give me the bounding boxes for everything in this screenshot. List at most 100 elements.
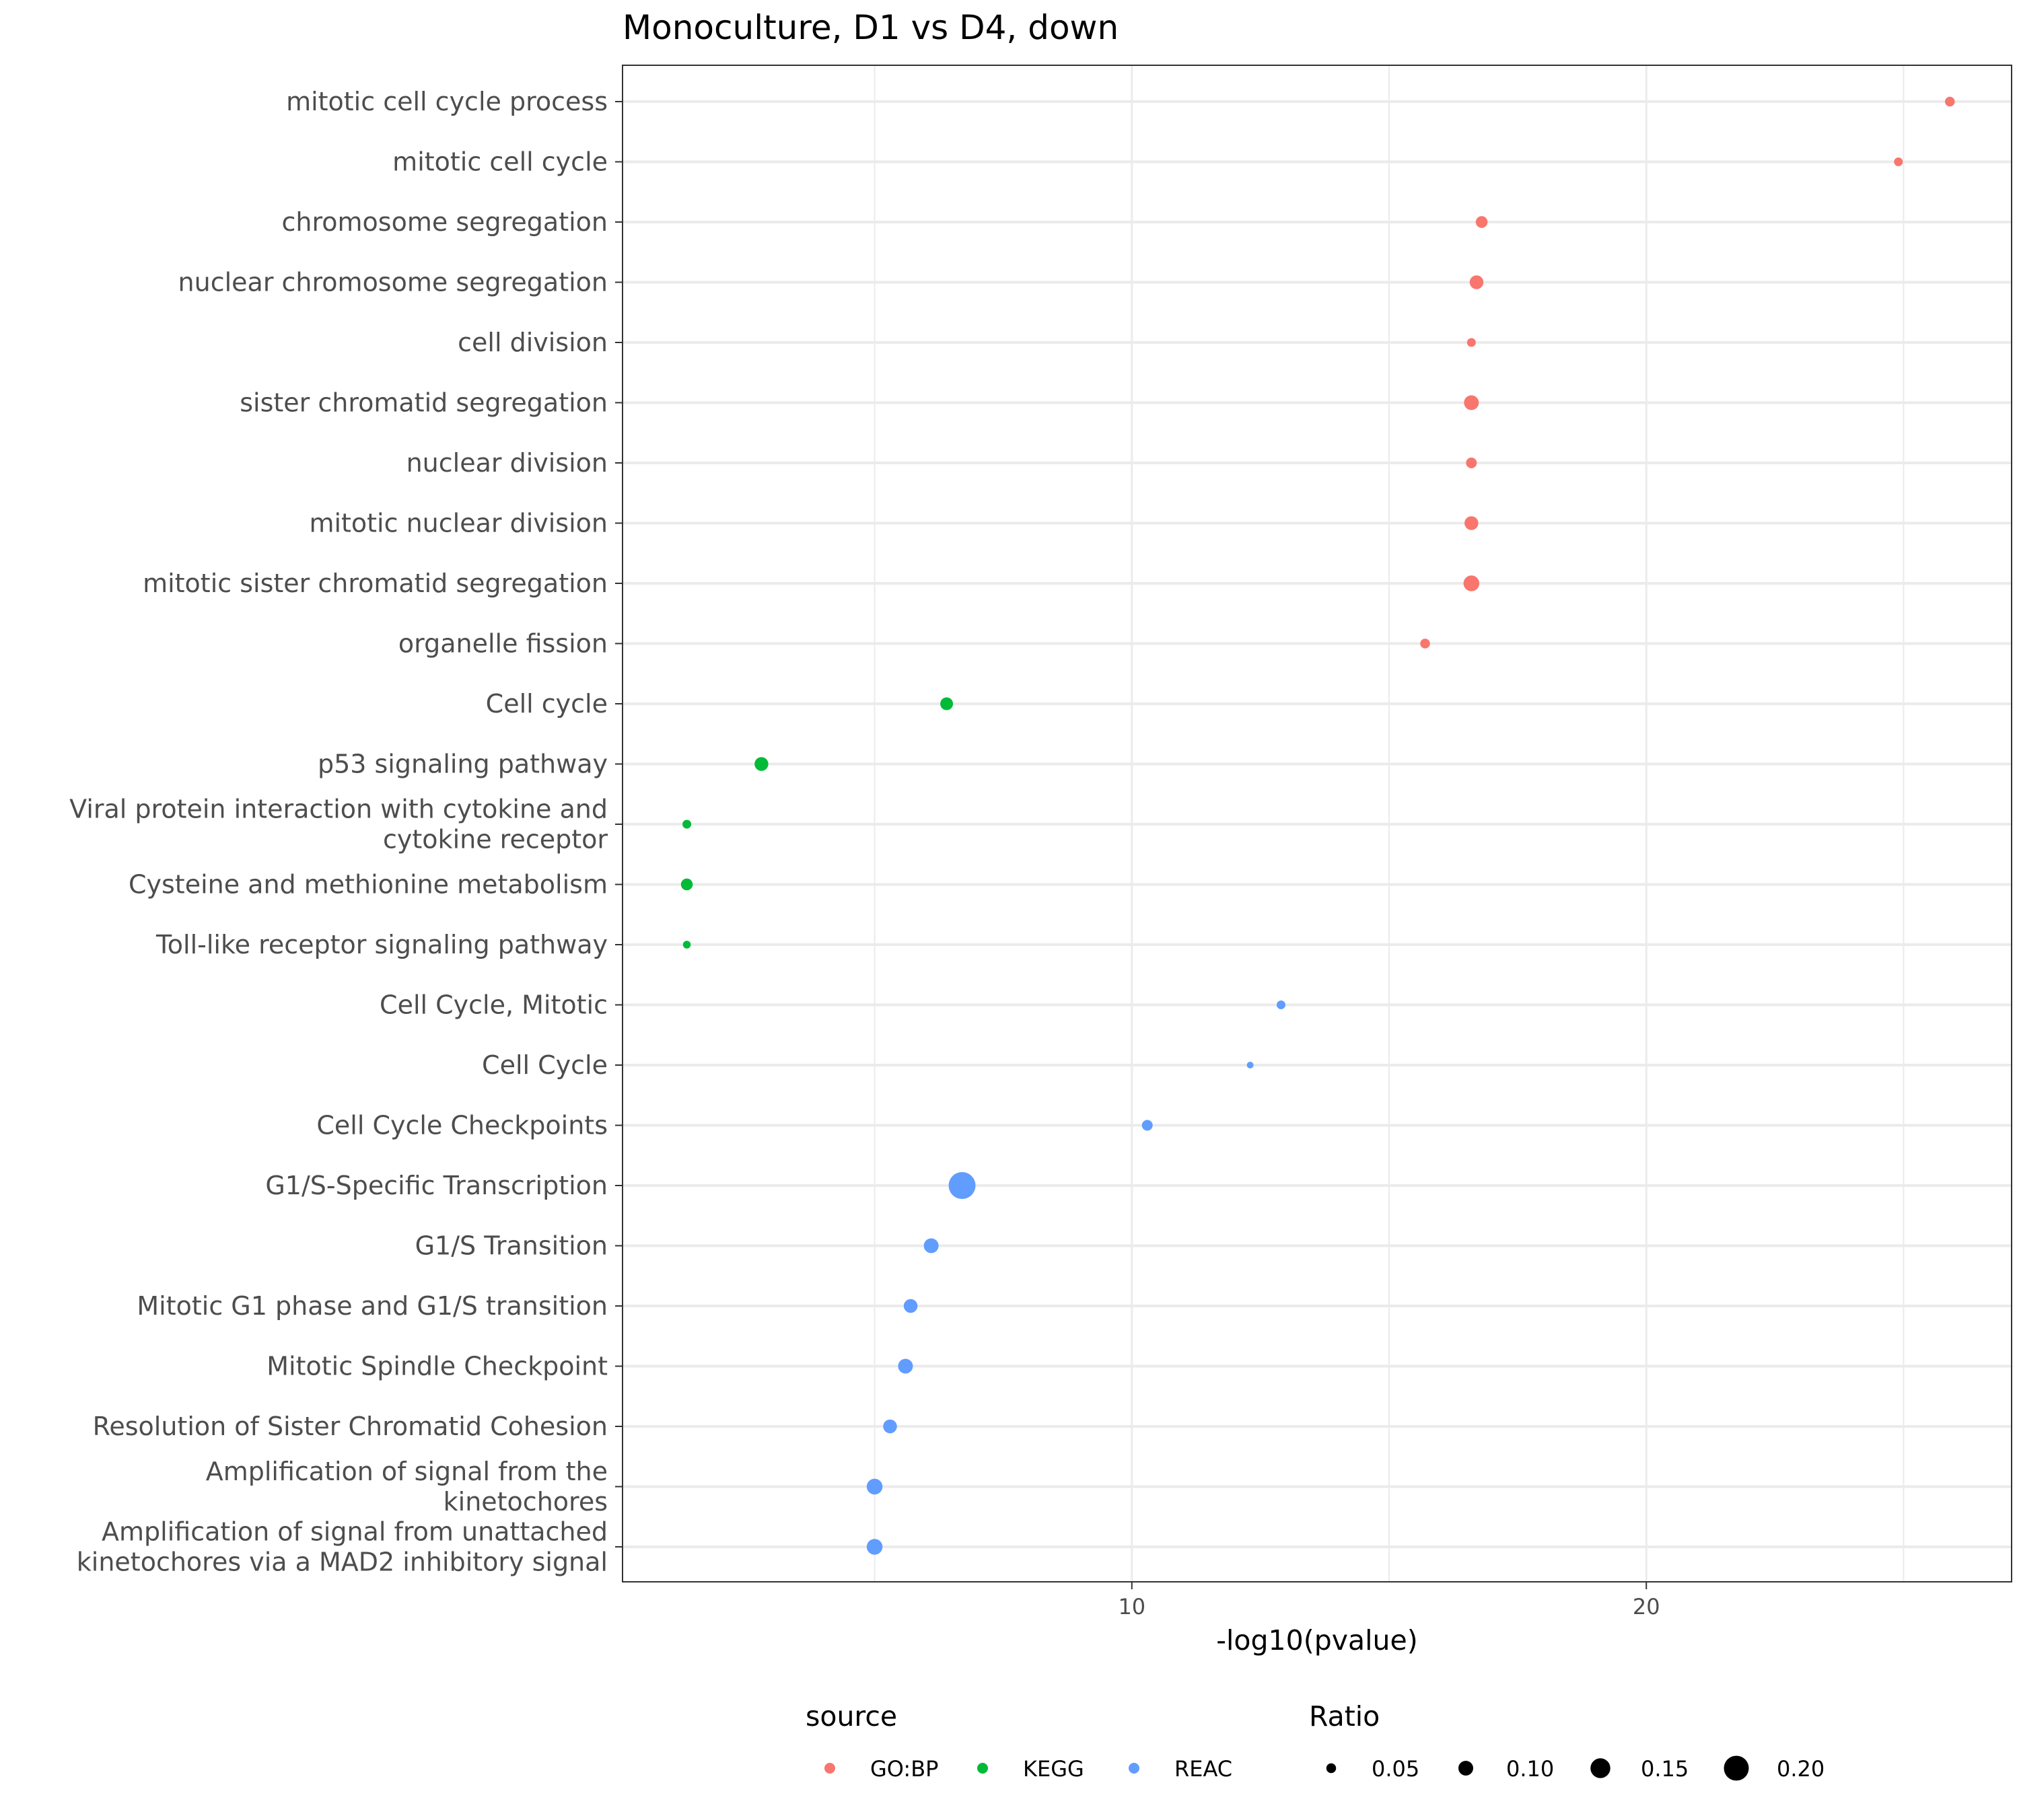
y-tick-label: Resolution of Sister Chromatid Cohesion <box>93 1412 608 1441</box>
data-point <box>1945 96 1955 107</box>
y-tick-label: G1/S Transition <box>415 1231 608 1261</box>
data-point <box>940 697 954 711</box>
legend-ratio-label: 0.05 <box>1372 1756 1419 1782</box>
y-tick-label-line: p53 signaling pathway <box>318 750 608 779</box>
x-tick-label: 20 <box>1633 1594 1660 1619</box>
legend-ratio-key <box>1326 1763 1337 1774</box>
y-tick-label: nuclear chromosome segregation <box>178 268 608 297</box>
y-tick-label: sister chromatid segregation <box>240 388 608 418</box>
y-tick-label-line: Cell Cycle <box>482 1050 608 1080</box>
y-tick-label-line: mitotic cell cycle <box>392 147 608 177</box>
x-tick-label: 10 <box>1118 1594 1145 1619</box>
y-tick-label-line: Mitotic Spindle Checkpoint <box>267 1352 608 1381</box>
data-point <box>903 1299 918 1313</box>
y-tick-label: p53 signaling pathway <box>318 750 608 779</box>
legend-source-key <box>1129 1763 1139 1774</box>
y-tick-label: Cell Cycle <box>482 1050 608 1080</box>
data-point <box>923 1238 939 1253</box>
y-tick-label: mitotic nuclear division <box>309 509 608 538</box>
y-tick-label-line: Amplification of signal from the <box>206 1457 608 1486</box>
x-axis-title: -log10(pvalue) <box>1216 1624 1417 1657</box>
y-tick-label-line: mitotic sister chromatid segregation <box>143 569 608 598</box>
y-tick-label: organelle fission <box>398 629 608 659</box>
legend-source-title: source <box>806 1700 897 1733</box>
y-tick-label: Cell Cycle, Mitotic <box>380 990 608 1020</box>
y-tick-label-line: Cell cycle <box>486 689 608 719</box>
legend: source GO:BP KEGG REAC Ratio 0.05 0.10 0.15 0.20 <box>806 1700 1825 1782</box>
legend-ratio-key <box>1458 1761 1473 1776</box>
data-point <box>682 941 691 949</box>
y-tick-label: Toll-like receptor signaling pathway <box>155 930 608 959</box>
legend-ratio-key <box>1590 1758 1610 1778</box>
y-tick-label: Cysteine and methionine metabolism <box>129 870 608 900</box>
data-point <box>754 757 769 771</box>
y-tick-label: mitotic cell cycle process <box>286 87 608 116</box>
data-point <box>1420 639 1430 649</box>
grid-layer <box>623 65 2012 1582</box>
y-tick-label-line: cell division <box>458 328 608 357</box>
data-point <box>1466 338 1476 347</box>
data-point <box>1463 575 1480 591</box>
legend-ratio-label: 0.20 <box>1777 1756 1825 1782</box>
y-tick-label: Mitotic G1 phase and G1/S transition <box>137 1291 608 1321</box>
y-tick-label-line: organelle fission <box>398 629 608 659</box>
chart-title: Monoculture, D1 vs D4, down <box>623 8 1119 47</box>
legend-ratio-title: Ratio <box>1309 1700 1380 1733</box>
data-point <box>866 1539 883 1555</box>
y-tick-label-line: mitotic cell cycle process <box>286 87 608 116</box>
x-axis: 10 20 <box>1118 1582 1660 1619</box>
legend-source-key <box>824 1763 835 1774</box>
y-tick-label-line: Resolution of Sister Chromatid Cohesion <box>93 1412 608 1441</box>
y-tick-label-line: Viral protein interaction with cytokine … <box>69 795 608 824</box>
y-tick-label: Amplification of signal from unattached k… <box>77 1517 608 1577</box>
legend-source-label: GO:BP <box>870 1756 938 1782</box>
data-point <box>1141 1120 1153 1131</box>
y-tick-label-line: G1/S-Specific Transcription <box>265 1171 608 1200</box>
y-tick-label-line: chromosome segregation <box>282 207 608 237</box>
data-point <box>1276 1000 1285 1009</box>
legend-source-key <box>977 1763 988 1774</box>
legend-source-label: KEGG <box>1023 1756 1084 1782</box>
legend-source-label: REAC <box>1174 1756 1232 1782</box>
data-point <box>1466 458 1477 468</box>
y-tick-label: Amplification of signal from the kinetoch… <box>206 1457 608 1517</box>
y-tick-label-line: mitotic nuclear division <box>309 509 608 538</box>
y-tick-label-line: G1/S Transition <box>415 1231 608 1261</box>
y-tick-label: nuclear division <box>406 448 608 478</box>
data-point <box>680 878 693 891</box>
data-point <box>948 1172 976 1199</box>
y-tick-label-line: sister chromatid segregation <box>240 388 608 418</box>
data-point <box>898 1358 913 1374</box>
y-tick-label: cell division <box>458 328 608 357</box>
y-tick-label-line: kinetochores via a MAD2 inhibitory signa… <box>77 1548 608 1577</box>
legend-ratio-label: 0.15 <box>1641 1756 1689 1782</box>
y-tick-label: chromosome segregation <box>282 207 608 237</box>
legend-ratio-label: 0.10 <box>1506 1756 1554 1782</box>
y-tick-label: mitotic sister chromatid segregation <box>143 569 608 598</box>
y-tick-label: Viral protein interaction with cytokine … <box>69 795 608 854</box>
data-point <box>883 1419 897 1434</box>
y-tick-label: Cell Cycle Checkpoints <box>316 1111 608 1140</box>
y-tick-label-line: cytokine receptor <box>383 825 608 854</box>
y-tick-label: mitotic cell cycle <box>392 147 608 177</box>
data-point <box>1246 1062 1254 1068</box>
y-tick-label-line: Amplification of signal from unattached <box>102 1517 608 1547</box>
data-point <box>1894 157 1903 166</box>
y-tick-label-line: Toll-like receptor signaling pathway <box>155 930 608 959</box>
y-tick-label-line: Cell Cycle, Mitotic <box>380 990 608 1020</box>
data-point <box>1469 275 1484 289</box>
y-tick-label-line: Mitotic G1 phase and G1/S transition <box>137 1291 608 1321</box>
y-tick-label: Cell cycle <box>486 689 608 719</box>
data-point <box>682 820 692 829</box>
y-axis: mitotic cell cycle process mitotic cell c… <box>69 87 623 1577</box>
y-tick-label: G1/S-Specific Transcription <box>265 1171 608 1200</box>
data-point <box>866 1478 883 1495</box>
y-tick-label-line: Cell Cycle Checkpoints <box>316 1111 608 1140</box>
data-point <box>1464 395 1479 410</box>
data-point <box>1475 216 1488 228</box>
y-tick-label-line: Cysteine and methionine metabolism <box>129 870 608 900</box>
y-tick-label-line: nuclear chromosome segregation <box>178 268 608 297</box>
legend-ratio-key <box>1724 1755 1749 1781</box>
